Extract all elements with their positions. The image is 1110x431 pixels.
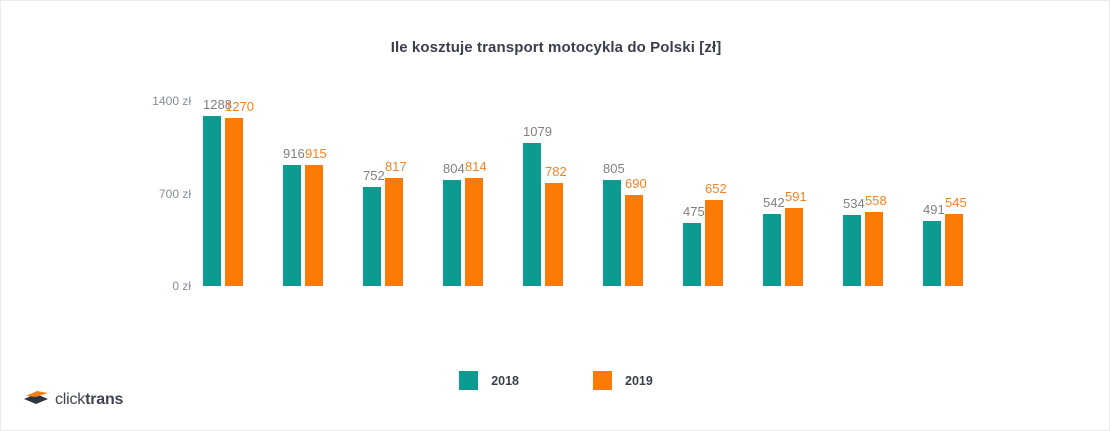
bar-value-label: 916 [283,145,305,161]
bar-value-label: 652 [705,180,727,196]
bar-value-label: 491 [923,202,945,218]
bar-2018[interactable] [843,215,861,286]
bar-2019[interactable] [305,165,323,286]
bar-value-wrapper: 558 [865,194,887,212]
bar-2019[interactable] [945,213,963,286]
bar-value-label: 752 [363,167,385,183]
bar-value-wrapper: 782 [545,165,567,183]
bar-value-wrapper: 591 [785,190,807,208]
bar-2018[interactable] [443,179,461,286]
bar-value-wrapper: 915 [305,147,327,165]
bar-value-label: 915 [305,146,327,162]
bar-value-wrapper: 752 [363,169,385,187]
y-axis-tick: 700 zł [158,186,191,201]
bar-2018[interactable] [203,115,221,286]
bar-value-wrapper: 690 [625,177,647,195]
bar-value-label: 591 [785,188,807,204]
bar-value-wrapper: 814 [465,160,487,178]
y-axis: 0 zł 700 zł 1400 zł [121,94,191,293]
bar-2019[interactable] [785,207,803,286]
bar-value-label: 814 [465,159,487,175]
bar-value-label: 782 [545,163,567,179]
plot-area: 12881270Hiszpania916915Włochy752817Wielk… [197,98,997,286]
bar-2019[interactable] [625,194,643,286]
bar-value-label: 817 [385,159,407,175]
bar-value-wrapper: 545 [945,196,967,214]
legend-swatch-icon [459,371,479,390]
bar-2018[interactable] [683,223,701,286]
bar-2019[interactable] [225,118,243,286]
bar-value-wrapper: 1288 [203,98,232,116]
bar-value-wrapper: 475 [683,205,705,223]
arrow-logo-icon [23,389,49,410]
bar-value-wrapper: 1270 [225,100,254,118]
y-axis-tick: 0 zł [172,279,191,293]
bar-value-wrapper: 817 [385,160,407,178]
logo-text: clicktrans [55,391,123,409]
bar-value-label: 690 [625,175,647,191]
bar-value-wrapper: 804 [443,162,465,180]
bar-value-label: 1288 [203,96,232,112]
bar-value-wrapper: 652 [705,182,727,200]
bar-2018[interactable] [603,179,621,286]
bar-2018[interactable] [923,221,941,286]
chart-legend: 2018 2019 [1,371,1109,390]
bar-2019[interactable] [865,212,883,286]
bar-2018[interactable] [523,143,541,286]
bar-2019[interactable] [385,178,403,286]
bar-value-label: 804 [443,160,465,176]
bar-value-wrapper: 1079 [523,125,552,143]
bar-2018[interactable] [283,164,301,286]
logo-text-second: trans [85,390,124,408]
bar-value-wrapper: 916 [283,147,305,165]
logo-text-first: click [55,390,86,408]
bar-value-label: 545 [945,194,967,210]
legend-item-2018[interactable]: 2018 [459,371,519,390]
bar-value-wrapper: 534 [843,197,865,215]
bar-value-label: 534 [843,196,865,212]
bar-2018[interactable] [763,214,781,286]
bar-value-label: 542 [763,195,785,211]
bar-2019[interactable] [465,178,483,286]
bar-value-wrapper: 542 [763,196,785,214]
bar-value-label: 1270 [225,99,254,115]
legend-label: 2019 [625,373,653,388]
bar-value-label: 805 [603,160,625,176]
bar-value-wrapper: 491 [923,203,945,221]
clicktrans-logo[interactable]: clicktrans [23,389,123,410]
bar-value-label: 558 [865,193,887,209]
bar-value-label: 475 [683,204,705,220]
chart-title: Ile kosztuje transport motocykla do Pols… [390,39,722,56]
bar-2018[interactable] [363,186,381,286]
legend-label: 2018 [491,373,519,388]
y-axis-tick: 1400 zł [152,94,191,108]
legend-item-2019[interactable]: 2019 [593,371,653,390]
bar-2019[interactable] [705,199,723,286]
legend-swatch-icon [593,371,612,390]
bar-value-label: 1079 [523,124,552,140]
bar-value-wrapper: 805 [603,162,625,180]
bar-2019[interactable] [545,182,563,286]
